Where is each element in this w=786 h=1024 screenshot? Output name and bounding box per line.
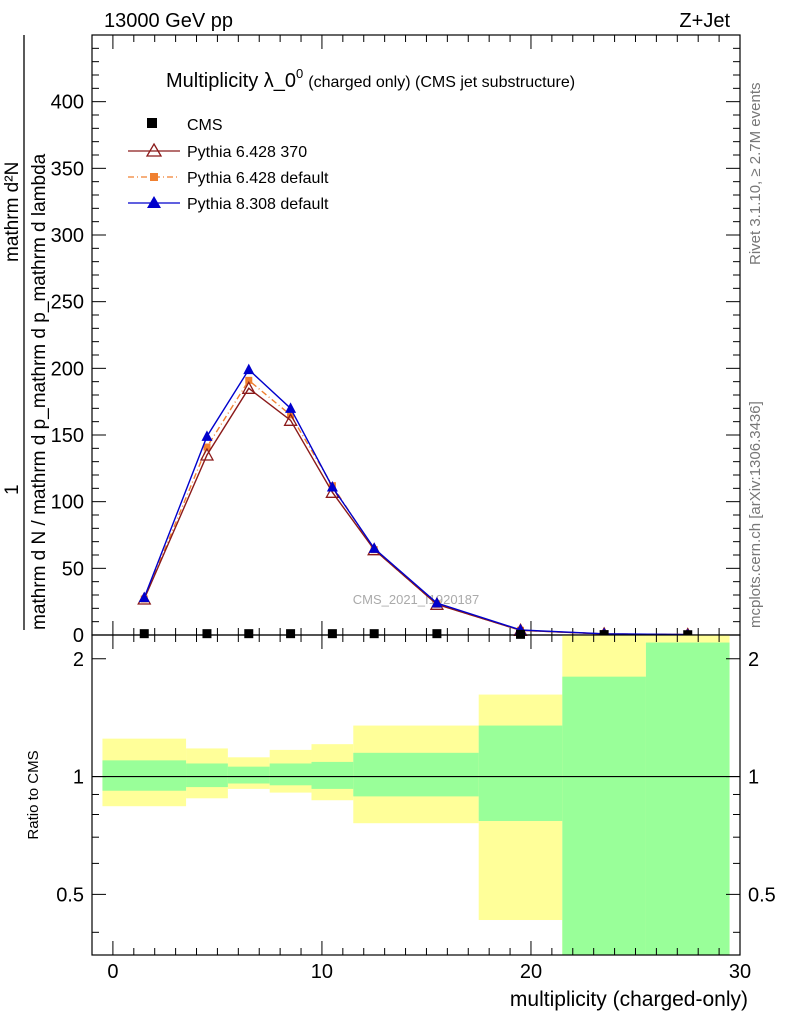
p6-370-point xyxy=(241,380,256,394)
cms-point xyxy=(516,629,526,639)
main-y-axis-label: mathrm d N / mathrm d p_mathrm d p_mathr… xyxy=(2,35,50,630)
legend-cms-label: CMS xyxy=(187,117,223,134)
ratio-ytick-label-left: 2 xyxy=(73,649,84,671)
energy-label: 13000 GeV pp xyxy=(104,10,233,32)
main-ytick-label: 150 xyxy=(51,425,84,447)
p8-point xyxy=(138,591,150,603)
main-ytick-label: 200 xyxy=(51,358,84,380)
legend-cms-marker xyxy=(147,118,157,128)
main-ytick-label: 350 xyxy=(51,158,84,180)
process-label: Z+Jet xyxy=(679,10,730,32)
green-band-bin xyxy=(353,752,479,797)
legend-p6-370-marker xyxy=(145,142,163,157)
y-label-denominator: mathrm d N / mathrm d p_mathrm d p_mathr… xyxy=(29,153,50,630)
y-label-dN: mathrm d²N xyxy=(2,162,23,262)
green-band-bin xyxy=(645,642,730,955)
cms-point xyxy=(139,629,149,639)
green-band-bin xyxy=(269,763,312,786)
ratio-xtick-label: 30 xyxy=(729,961,751,983)
green-band-bin xyxy=(311,761,354,789)
cms-point xyxy=(327,629,337,639)
ratio-ytick-label-right: 0.5 xyxy=(748,884,776,906)
ratio-panel-frame xyxy=(91,634,741,956)
p8-point xyxy=(431,597,443,608)
ratio-x-ticks: 0 10 20 30 xyxy=(91,635,751,983)
p8-point xyxy=(368,542,380,553)
green-band-bin xyxy=(186,763,228,788)
legend-p6-default-marker xyxy=(150,173,158,181)
legend-p6-370-label: Pythia 6.428 370 xyxy=(187,144,307,161)
cms-point xyxy=(286,629,296,639)
ratio-y-ticks: 0.5 0.5 1 1 2 2 xyxy=(56,649,776,933)
main-ytick-label: 50 xyxy=(62,558,84,580)
green-band-bin xyxy=(102,760,187,791)
ratio-ytick-label-left: 0.5 xyxy=(56,884,84,906)
p6-370-point xyxy=(283,412,298,426)
main-ytick-label: 0 xyxy=(73,625,84,647)
cms-point xyxy=(432,629,442,639)
main-y-ticks: 0 50 100 150 200 250 300 350 400 xyxy=(51,47,740,647)
mcplots-label: mcplots.cern.ch [arXiv:1306.3436] xyxy=(747,401,764,628)
p6-default-point xyxy=(245,376,253,384)
main-ytick-label: 400 xyxy=(51,92,84,114)
p6-default-point xyxy=(203,443,211,451)
ratio-xtick-label: 10 xyxy=(311,961,333,983)
ratio-ytick-label-left: 1 xyxy=(73,767,84,789)
green-band-bin xyxy=(227,766,270,784)
ratio-bands xyxy=(102,635,730,955)
cms-point xyxy=(369,629,379,639)
watermark: CMS_2021_I1920187 xyxy=(353,592,480,607)
main-ytick-label: 300 xyxy=(51,225,84,247)
legend: CMS Pythia 6.428 370 Pythia 6.428 defaul… xyxy=(128,117,329,213)
series-line xyxy=(143,368,688,636)
cms-point xyxy=(244,629,254,639)
main-ytick-label: 100 xyxy=(51,492,84,514)
ratio-ytick-label-right: 2 xyxy=(748,649,759,671)
p6-370-point xyxy=(199,447,215,461)
cms-point xyxy=(202,629,212,639)
ratio-xtick-label: 20 xyxy=(520,961,542,983)
green-band-bin xyxy=(478,725,563,821)
p8-point xyxy=(326,481,338,492)
legend-p8-marker xyxy=(147,196,161,208)
p8-point xyxy=(243,363,255,375)
p8-point xyxy=(285,402,297,413)
rivet-label: Rivet 3.1.10, ≥ 2.7M events xyxy=(747,83,764,266)
ratio-xtick-label: 0 xyxy=(107,961,118,983)
p8-point xyxy=(201,430,213,441)
y-label-numerator: 1 xyxy=(2,484,23,495)
ratio-y-label: Ratio to CMS xyxy=(25,750,42,839)
ratio-ytick-label-right: 1 xyxy=(748,767,759,789)
legend-p6-default-label: Pythia 6.428 default xyxy=(187,170,329,187)
x-axis-label: multiplicity (charged-only) xyxy=(510,988,748,1011)
plot-title: Multiplicity λ_00(charged only) (CMS jet… xyxy=(166,66,575,92)
green-band-bin xyxy=(562,676,646,955)
legend-p8-label: Pythia 8.308 default xyxy=(187,196,329,213)
main-ytick-label: 250 xyxy=(51,292,84,314)
